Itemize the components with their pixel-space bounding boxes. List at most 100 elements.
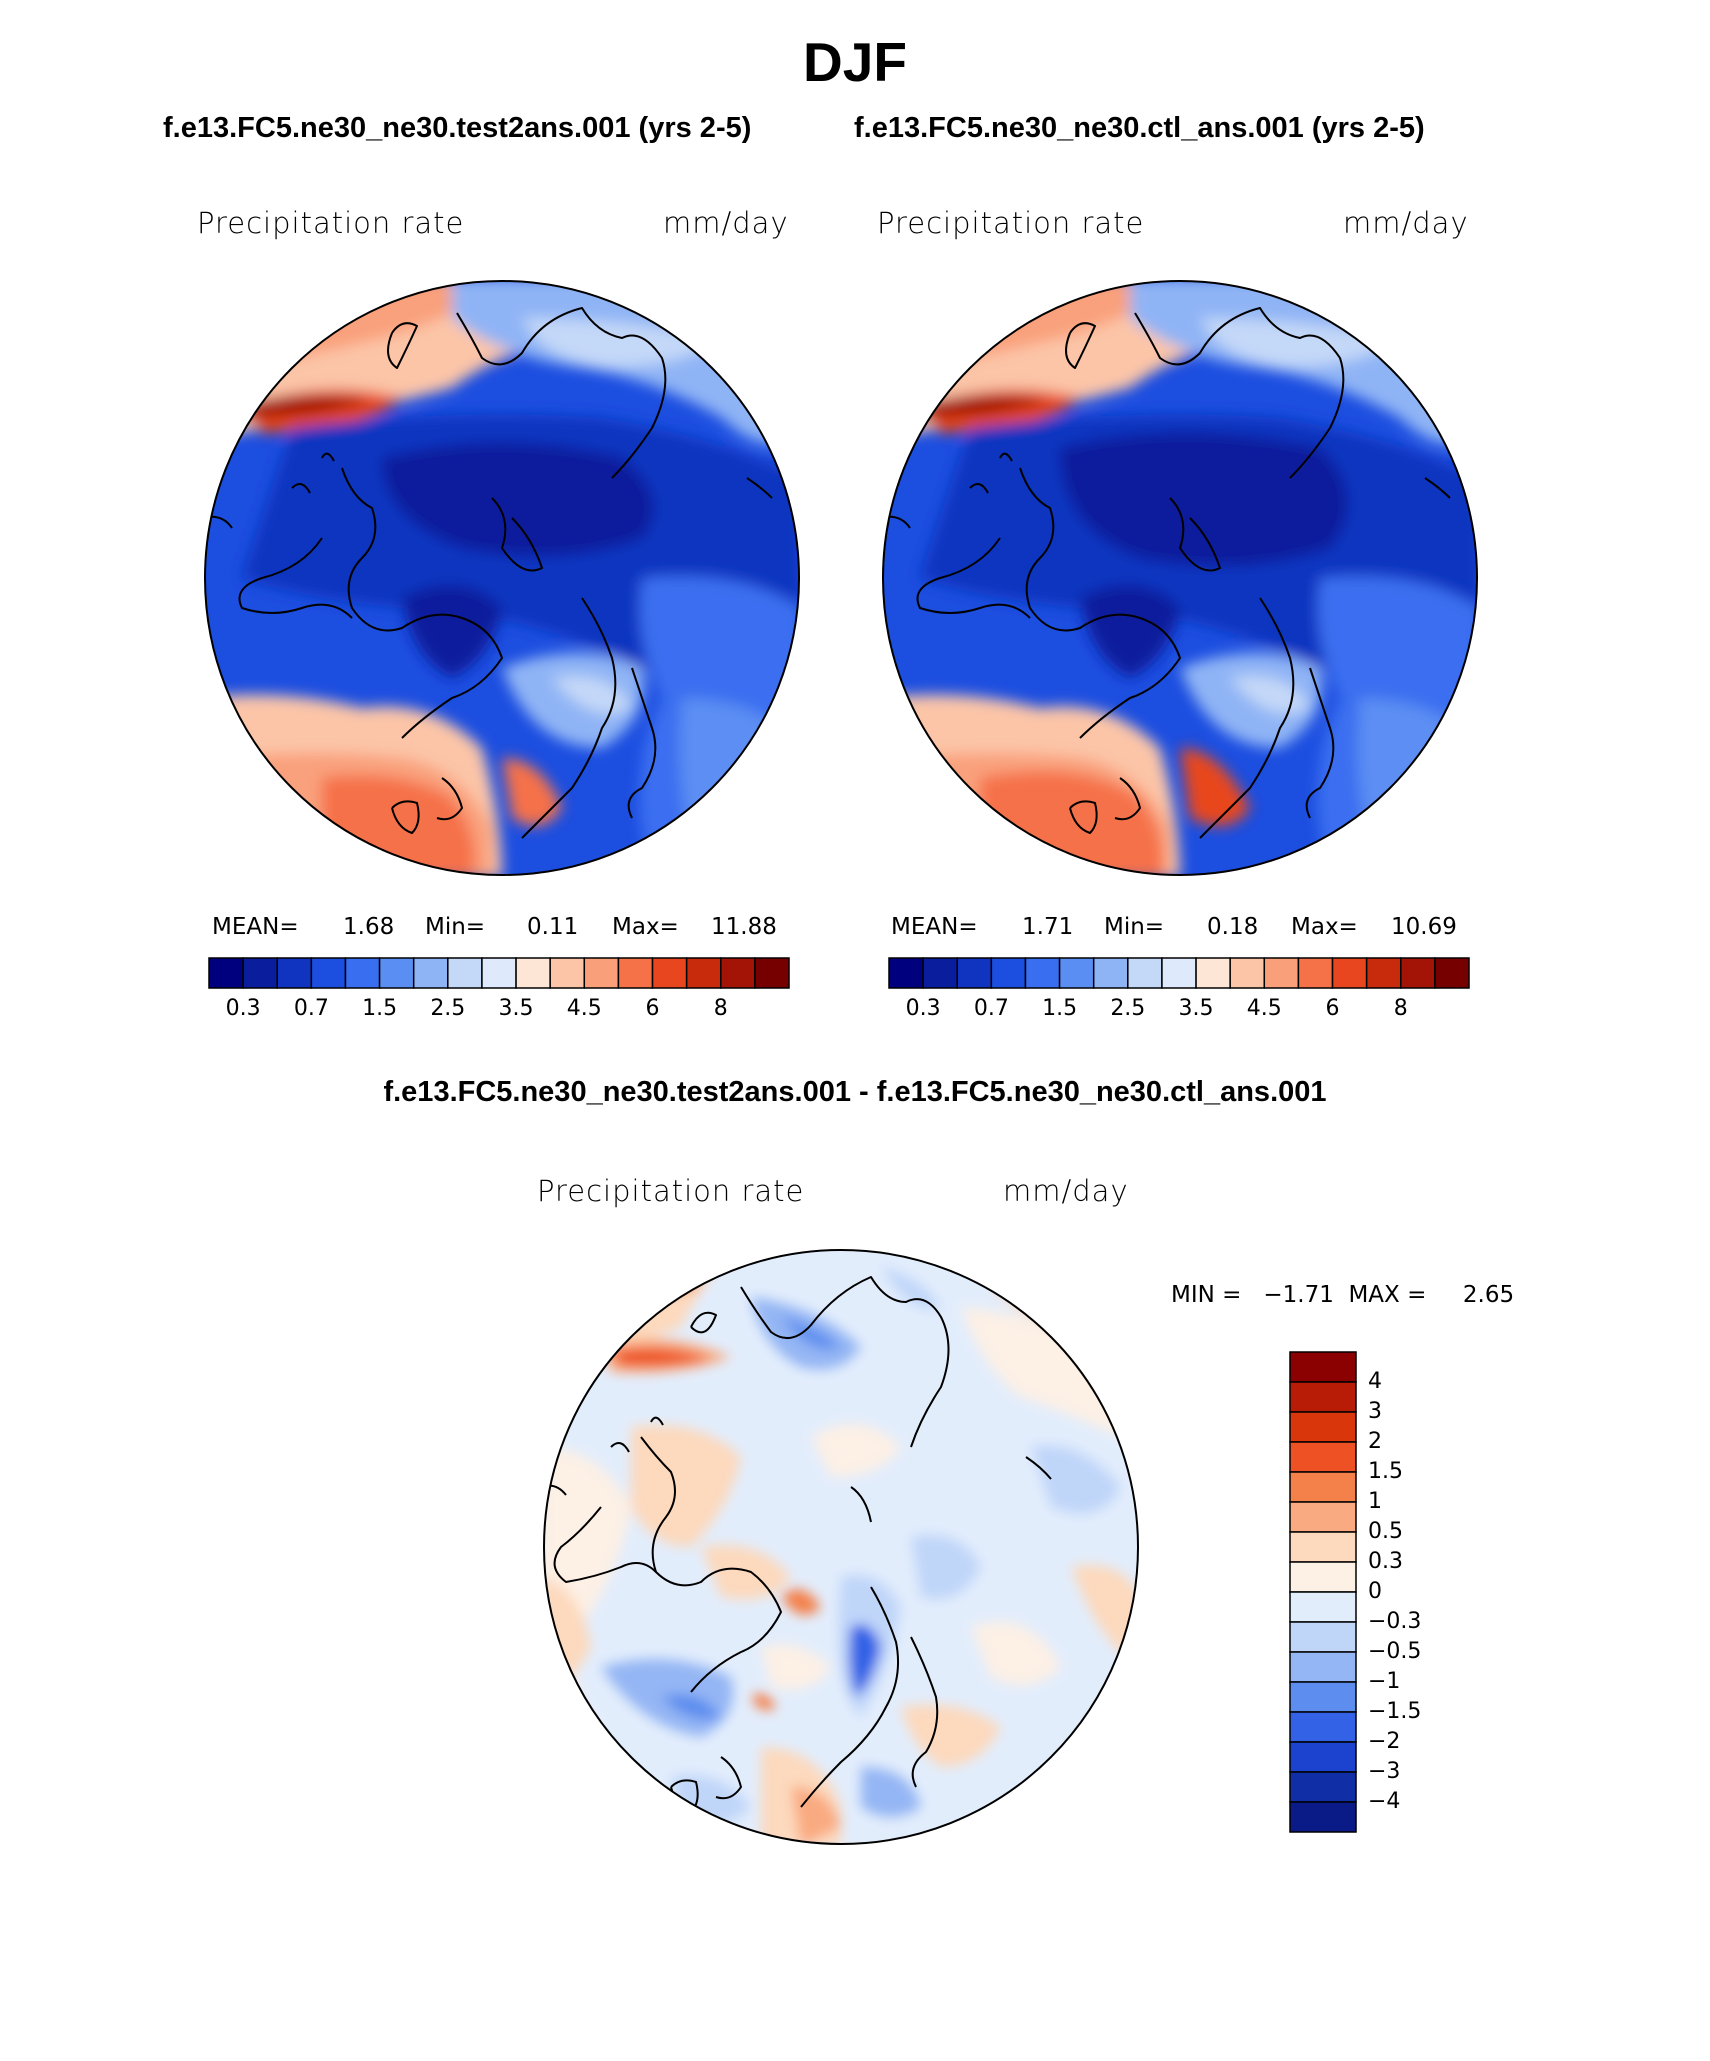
colorbar-tick-label: 4 bbox=[1368, 1369, 1382, 1394]
colorbar-tick-label: −1 bbox=[1368, 1669, 1401, 1694]
colorbar-swatch bbox=[1289, 1351, 1357, 1383]
colorbar-swatch bbox=[1289, 1381, 1357, 1413]
mean-label-right: MEAN= bbox=[891, 914, 978, 940]
colorbar-swatch bbox=[583, 957, 620, 989]
colorbar-tick-label: 1.5 bbox=[1042, 996, 1078, 1021]
colorbar-swatch bbox=[276, 957, 313, 989]
precip-map-right bbox=[882, 280, 1478, 876]
case-title-right: f.e13.FC5.ne30_ne30.ctl_ans.001 (yrs 2-5… bbox=[854, 112, 1425, 144]
colorbar-swatch bbox=[447, 957, 483, 989]
colorbar-tick-label: 0.3 bbox=[1368, 1549, 1403, 1574]
colorbar-tick-label: 1.5 bbox=[362, 996, 398, 1021]
page-title: DJF bbox=[803, 31, 907, 93]
colorbar-tick-label: 2.5 bbox=[430, 996, 466, 1021]
colorbar-swatch bbox=[1331, 957, 1368, 989]
colorbar-tick-label: 6 bbox=[645, 996, 660, 1021]
colorbar-tick-label: −3 bbox=[1368, 1759, 1401, 1784]
colorbar-tick-label: −0.3 bbox=[1368, 1609, 1422, 1634]
colorbar-swatch bbox=[515, 957, 551, 989]
colorbar-swatch bbox=[1289, 1561, 1357, 1593]
colorbar-swatch bbox=[1434, 957, 1470, 989]
precip-map-left bbox=[204, 280, 800, 876]
colorbar-swatch bbox=[344, 957, 381, 989]
colorbar-swatch bbox=[1263, 957, 1300, 989]
colorbar-swatch bbox=[651, 957, 688, 989]
colorbar-swatch bbox=[412, 957, 449, 989]
colorbar-swatch bbox=[617, 957, 654, 989]
diff-title: f.e13.FC5.ne30_ne30.test2ans.001 - f.e13… bbox=[383, 1076, 1327, 1108]
colorbar-swatch bbox=[1289, 1801, 1357, 1833]
colorbar-tick-label: 0 bbox=[1368, 1579, 1382, 1604]
variable-label-diff: Precipitation rate bbox=[537, 1174, 805, 1208]
colorbar-swatch bbox=[1289, 1771, 1357, 1803]
colorbar-tick-label: 1.5 bbox=[1368, 1459, 1403, 1484]
units-label-left: mm/day bbox=[663, 206, 789, 240]
colorbar-swatch bbox=[1058, 957, 1095, 989]
colorbar-swatch bbox=[481, 957, 517, 989]
colorbar-tick-label: 3.5 bbox=[498, 996, 534, 1021]
colorbar-swatch bbox=[1289, 1531, 1357, 1563]
colorbar-tick-label: 1 bbox=[1368, 1489, 1382, 1514]
max-label-left: Max= bbox=[612, 914, 679, 940]
colorbar-swatch bbox=[888, 957, 924, 989]
colorbar-tick-label: 4.5 bbox=[1246, 996, 1282, 1021]
colorbar-tick-label: 0.7 bbox=[293, 996, 329, 1021]
colorbar-tick-label: 2 bbox=[1368, 1429, 1382, 1454]
colorbar-tick-label: 3 bbox=[1368, 1399, 1382, 1424]
colorbar-swatch bbox=[1289, 1681, 1357, 1713]
min-value-left: 0.11 bbox=[527, 914, 579, 940]
colorbar-swatch bbox=[956, 957, 993, 989]
mean-value-left: 1.68 bbox=[343, 914, 395, 940]
colorbar-swatch bbox=[1289, 1621, 1357, 1653]
colorbar-swatch bbox=[685, 957, 722, 989]
colorbar-swatch bbox=[1289, 1411, 1357, 1443]
colorbar-swatch bbox=[1289, 1711, 1357, 1743]
colorbar-swatch bbox=[990, 957, 1027, 989]
mean-label-left: MEAN= bbox=[212, 914, 299, 940]
colorbar-swatch bbox=[242, 957, 278, 989]
colorbar-swatch bbox=[378, 957, 415, 989]
variable-label-right: Precipitation rate bbox=[877, 206, 1145, 240]
precip-diff-map bbox=[543, 1249, 1139, 1845]
colorbar-swatch bbox=[1195, 957, 1231, 989]
units-label-right: mm/day bbox=[1343, 206, 1469, 240]
mean-value-right: 1.71 bbox=[1022, 914, 1074, 940]
colorbar-tick-label: −0.5 bbox=[1368, 1639, 1422, 1664]
colorbar-swatch bbox=[208, 957, 244, 989]
colorbar-swatch bbox=[1092, 957, 1129, 989]
colorbar-swatch bbox=[1365, 957, 1402, 989]
diff-minmax: MIN = −1.71 MAX = 2.65 bbox=[1171, 1282, 1515, 1308]
min-label-left: Min= bbox=[425, 914, 486, 940]
colorbar-left bbox=[208, 957, 790, 989]
colorbar-swatch bbox=[310, 957, 347, 989]
colorbar-swatch bbox=[1161, 957, 1197, 989]
colorbar-swatch bbox=[1289, 1741, 1357, 1773]
colorbar-tick-label: 0.3 bbox=[905, 996, 941, 1021]
colorbar-swatch bbox=[1289, 1591, 1357, 1623]
colorbar-swatch bbox=[1229, 957, 1266, 989]
max-value-left: 11.88 bbox=[711, 914, 777, 940]
colorbar-tick-label: 2.5 bbox=[1110, 996, 1146, 1021]
colorbar-tick-label: 0.3 bbox=[225, 996, 261, 1021]
colorbar-swatch bbox=[922, 957, 958, 989]
colorbar-tick-label: −4 bbox=[1368, 1789, 1401, 1814]
units-label-diff: mm/day bbox=[1003, 1174, 1129, 1208]
colorbar-tick-label: 8 bbox=[1393, 996, 1408, 1021]
colorbar-tick-label: −2 bbox=[1368, 1729, 1401, 1754]
variable-label-left: Precipitation rate bbox=[197, 206, 465, 240]
min-value-right: 0.18 bbox=[1207, 914, 1259, 940]
min-label-right: Min= bbox=[1104, 914, 1165, 940]
colorbar-swatch bbox=[1289, 1501, 1357, 1533]
colorbar-swatch bbox=[549, 957, 586, 989]
colorbar-swatch bbox=[1024, 957, 1061, 989]
colorbar-swatch bbox=[720, 957, 756, 989]
max-value-right: 10.69 bbox=[1391, 914, 1457, 940]
max-label-right: Max= bbox=[1291, 914, 1358, 940]
case-title-left: f.e13.FC5.ne30_ne30.test2ans.001 (yrs 2-… bbox=[163, 112, 752, 144]
colorbar-tick-label: 3.5 bbox=[1178, 996, 1214, 1021]
colorbar-swatch bbox=[754, 957, 790, 989]
colorbar-swatch bbox=[1289, 1471, 1357, 1503]
colorbar-swatch bbox=[1289, 1441, 1357, 1473]
colorbar-swatch bbox=[1297, 957, 1334, 989]
colorbar-tick-label: 6 bbox=[1325, 996, 1340, 1021]
